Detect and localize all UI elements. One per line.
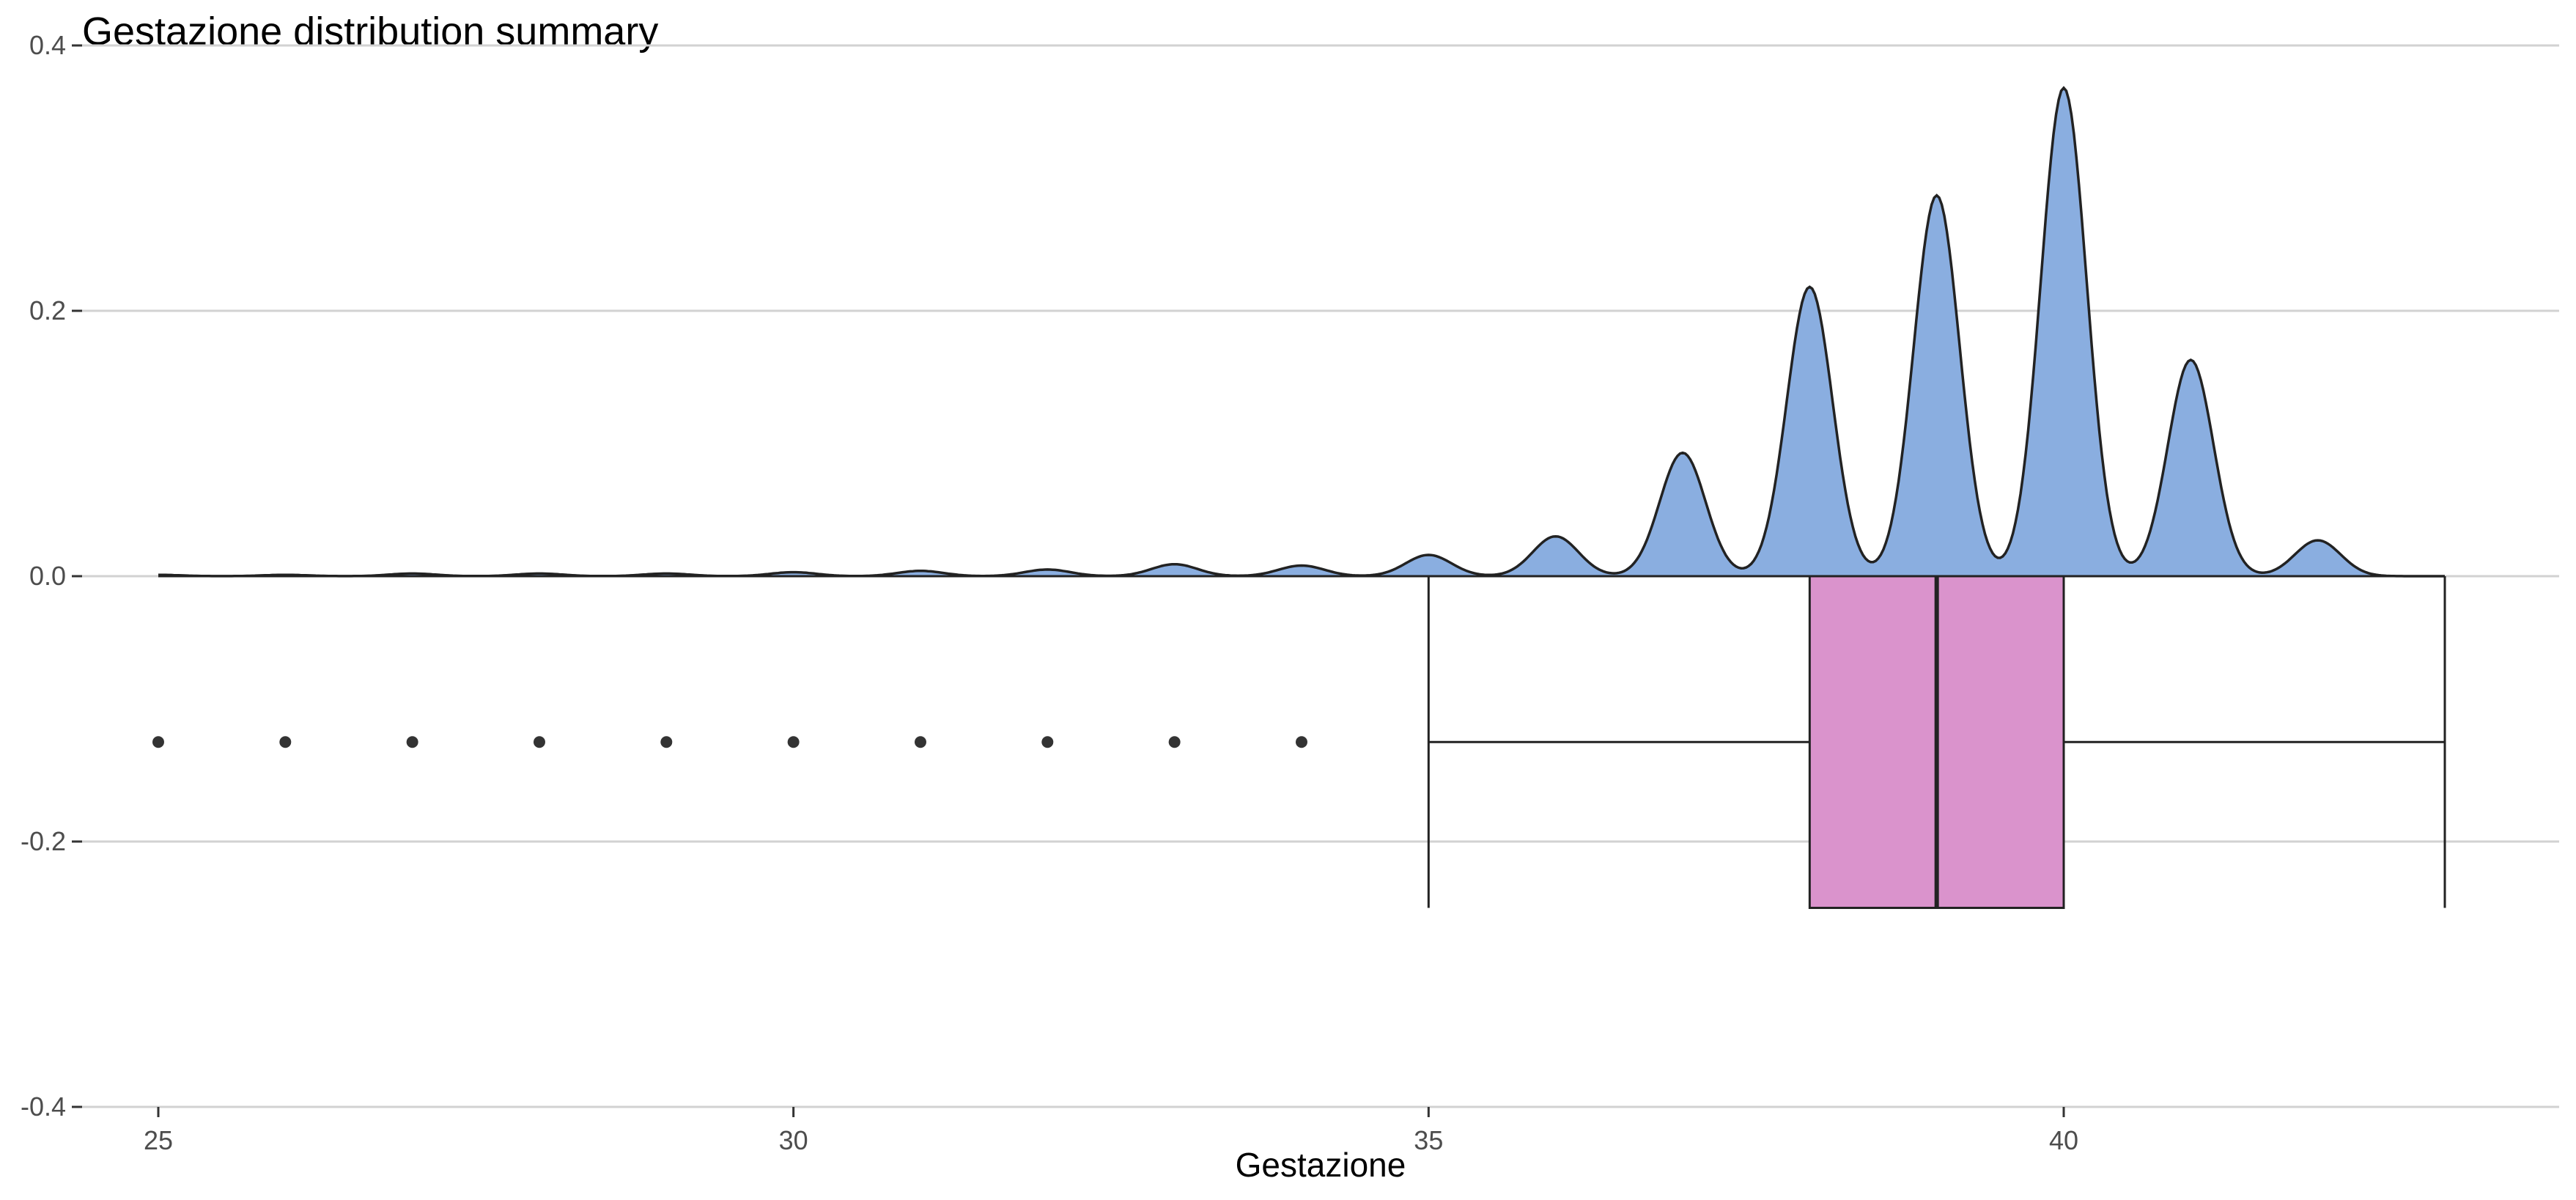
density-layer	[158, 86, 2445, 578]
outlier-point	[152, 736, 164, 748]
y-tick-label: -0.2	[21, 826, 66, 856]
y-tick-label: 0.2	[29, 295, 66, 325]
y-tick-label: -0.4	[21, 1092, 66, 1122]
x-tick-label: 25	[144, 1125, 173, 1155]
density-line	[158, 86, 2445, 578]
x-tick-label: 40	[2049, 1125, 2078, 1155]
outlier-point	[279, 736, 292, 748]
outlier-point	[1168, 736, 1181, 748]
outlier-point	[660, 736, 673, 748]
y-tick-label: 0.4	[29, 30, 66, 60]
y-axis-ticks: -0.4 -0.2 0.0 0.2 0.4	[21, 30, 82, 1122]
density-area	[158, 87, 2445, 576]
x-axis-label: Gestazione	[1236, 1146, 1406, 1184]
x-axis-ticks: 25 30 35 40	[144, 1107, 2078, 1155]
outlier-point	[406, 736, 418, 748]
outlier-point	[915, 736, 926, 748]
y-tick-label: 0.0	[29, 561, 66, 591]
outlier-point	[1296, 736, 1307, 748]
outlier-point	[534, 736, 545, 748]
x-tick-label: 35	[1414, 1125, 1443, 1155]
outlier-point	[1041, 736, 1054, 748]
boxplot-layer	[152, 575, 2446, 909]
outlier-point	[787, 736, 800, 748]
x-tick-label: 30	[779, 1125, 808, 1155]
